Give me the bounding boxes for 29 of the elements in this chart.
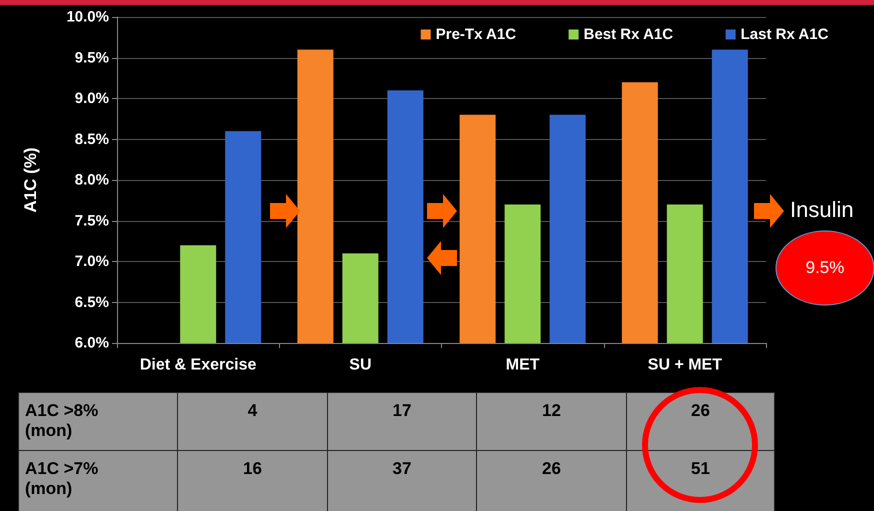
- y-tick-label: 9.0%: [74, 90, 109, 107]
- y-tick-label: 6.0%: [74, 334, 109, 352]
- text: 26: [476, 450, 626, 511]
- x-tick-label: SU: [349, 356, 372, 374]
- text: 17: [328, 392, 476, 450]
- y-tick-label: 8.5%: [74, 130, 109, 148]
- x-tick-label: SU + MET: [648, 356, 722, 374]
- text: Insulin: [790, 197, 854, 223]
- y-tick-label: 6.5%: [74, 294, 109, 311]
- text: 37: [328, 450, 476, 511]
- text: A1C >8% (mon): [18, 392, 178, 450]
- text: 16: [178, 450, 328, 511]
- text: 51: [626, 450, 774, 511]
- text: 12: [476, 392, 626, 450]
- y-tick-label: 7.5%: [74, 212, 109, 230]
- legend-label: Best Rx A1C: [584, 26, 674, 43]
- text: 4: [178, 392, 328, 450]
- x-tick-label: MET: [506, 356, 540, 374]
- x-tick-label: Diet & Exercise: [140, 356, 256, 374]
- text: A1C >7% (mon): [18, 450, 178, 511]
- y-tick-label: 8.0%: [74, 172, 109, 188]
- y-axis-title: A1C (%): [21, 147, 40, 213]
- y-tick-label: 7.0%: [74, 253, 109, 270]
- y-tick-label: 9.5%: [74, 49, 109, 66]
- y-tick-label: 10.0%: [66, 8, 109, 26]
- legend-label: Last Rx A1C: [740, 26, 829, 43]
- text: 9.5%: [804, 258, 846, 278]
- legend-label: Pre-Tx A1C: [436, 26, 516, 43]
- text: 26: [626, 392, 774, 450]
